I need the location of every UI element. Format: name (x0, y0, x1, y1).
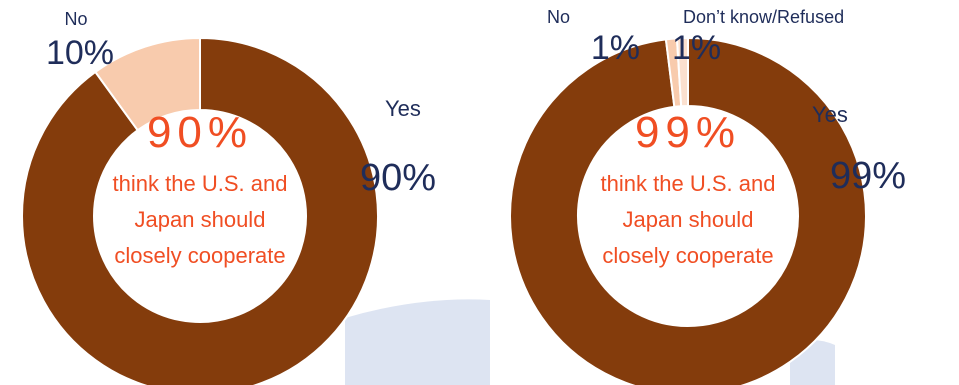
center-value: 90% (146, 108, 254, 157)
category-label: Don’t know/Refused (683, 7, 844, 27)
value-label: 90% (360, 157, 436, 199)
value-label: 1% (591, 29, 640, 67)
value-label: 1% (672, 29, 721, 67)
slice (509, 36, 867, 385)
category-label: Yes (385, 96, 421, 121)
value-label: 99% (830, 155, 906, 197)
category-label: No (547, 7, 570, 27)
value-label: 10% (46, 34, 114, 72)
center-value: 99% (634, 108, 742, 157)
category-label: Yes (812, 102, 848, 127)
center-label: think the U.S. and Japan should closely … (600, 171, 776, 268)
slice (93, 36, 201, 132)
background-shape (345, 299, 490, 385)
slice (21, 36, 379, 385)
category-label: No (64, 9, 87, 29)
center-label: think the U.S. and Japan should closely … (112, 171, 288, 268)
slice (675, 36, 689, 108)
